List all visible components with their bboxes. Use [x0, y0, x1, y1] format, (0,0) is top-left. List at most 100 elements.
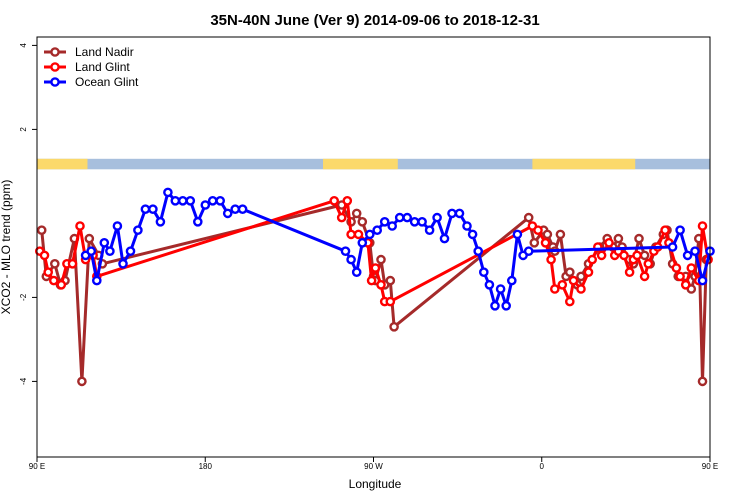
data-point	[697, 376, 708, 387]
data-point	[568, 275, 579, 286]
data-point	[39, 250, 50, 261]
data-point	[478, 267, 489, 278]
data-point	[432, 212, 442, 223]
land-band	[323, 158, 398, 170]
y-axis-label: XCO2 - MLO trend (ppm)	[0, 180, 13, 315]
data-point	[49, 275, 59, 286]
data-point	[671, 263, 682, 273]
land-band	[37, 158, 88, 170]
data-point	[557, 279, 568, 290]
series-land-glint	[35, 195, 713, 307]
data-point	[632, 250, 642, 261]
data-point	[495, 284, 506, 294]
data-point	[133, 225, 143, 235]
data-point	[385, 296, 396, 307]
data-point	[237, 204, 248, 214]
data-point	[417, 216, 427, 227]
data-point	[36, 225, 47, 235]
y-tick-label: -2	[19, 293, 28, 301]
data-point	[613, 233, 624, 244]
data-point	[86, 246, 96, 256]
legend-swatch-marker	[50, 47, 60, 57]
data-point	[84, 233, 95, 244]
data-point	[680, 279, 691, 290]
data-point	[125, 246, 136, 256]
x-tick-label: 180	[199, 462, 213, 471]
data-point	[697, 221, 708, 231]
data-point	[118, 258, 128, 269]
legend-label: Land Nadir	[75, 45, 134, 59]
data-point	[686, 263, 697, 273]
x-tick-label: 90 E	[29, 462, 45, 471]
data-point	[660, 225, 670, 235]
data-point	[675, 225, 685, 235]
data-point	[389, 321, 399, 332]
data-point	[512, 229, 523, 240]
data-point	[697, 275, 708, 286]
land-band	[532, 158, 636, 170]
data-point	[682, 250, 693, 261]
data-point	[364, 229, 375, 240]
data-point	[667, 242, 678, 252]
x-tick-label: 90 E	[702, 462, 718, 471]
data-point	[690, 246, 700, 256]
data-point	[346, 229, 356, 240]
data-point	[409, 216, 420, 227]
data-point	[490, 300, 500, 311]
data-point	[402, 212, 413, 223]
data-point	[351, 208, 362, 219]
data-point	[501, 300, 512, 311]
data-point	[379, 216, 390, 227]
data-point	[565, 296, 575, 307]
x-axis-label: Longitude	[349, 477, 402, 491]
chart-title: 35N-40N June (Ver 9) 2014-09-06 to 2018-…	[210, 12, 539, 29]
data-point	[92, 275, 102, 286]
data-point	[439, 233, 450, 244]
data-point	[163, 187, 173, 198]
data-point	[357, 216, 368, 227]
data-point	[484, 279, 495, 290]
data-point	[148, 204, 158, 214]
data-point	[565, 267, 575, 278]
data-point	[340, 246, 351, 256]
data-point	[329, 195, 340, 206]
series-ocean-glint	[80, 187, 715, 311]
y-tick-label: 4	[19, 43, 28, 48]
data-point	[50, 258, 60, 269]
data-point	[207, 195, 218, 206]
data-point	[351, 267, 362, 278]
data-point	[366, 275, 377, 286]
data-point	[555, 229, 566, 240]
data-point	[77, 376, 87, 387]
data-point	[222, 208, 233, 219]
data-point	[357, 237, 368, 248]
series-line	[38, 199, 710, 304]
series-layer	[35, 187, 715, 387]
data-point	[454, 208, 465, 219]
data-point	[75, 221, 85, 231]
data-point	[467, 229, 478, 240]
data-point	[462, 221, 472, 231]
data-point	[643, 258, 654, 269]
y-tick-label: 2	[19, 127, 28, 132]
legend-swatch-marker	[50, 62, 60, 72]
data-point	[155, 216, 166, 227]
data-point	[372, 225, 383, 235]
data-point	[370, 263, 381, 273]
data-point	[67, 258, 78, 269]
data-point	[385, 275, 396, 286]
data-point	[523, 212, 534, 223]
legend-label: Land Glint	[75, 60, 130, 74]
data-point	[185, 195, 196, 206]
data-point	[546, 254, 556, 265]
x-tick-label: 90 W	[364, 462, 383, 471]
data-point	[639, 271, 650, 282]
data-point	[639, 250, 650, 261]
data-point	[550, 284, 560, 294]
data-point	[675, 271, 685, 282]
data-point	[529, 237, 540, 248]
data-point	[587, 254, 598, 265]
data-point	[506, 275, 517, 286]
